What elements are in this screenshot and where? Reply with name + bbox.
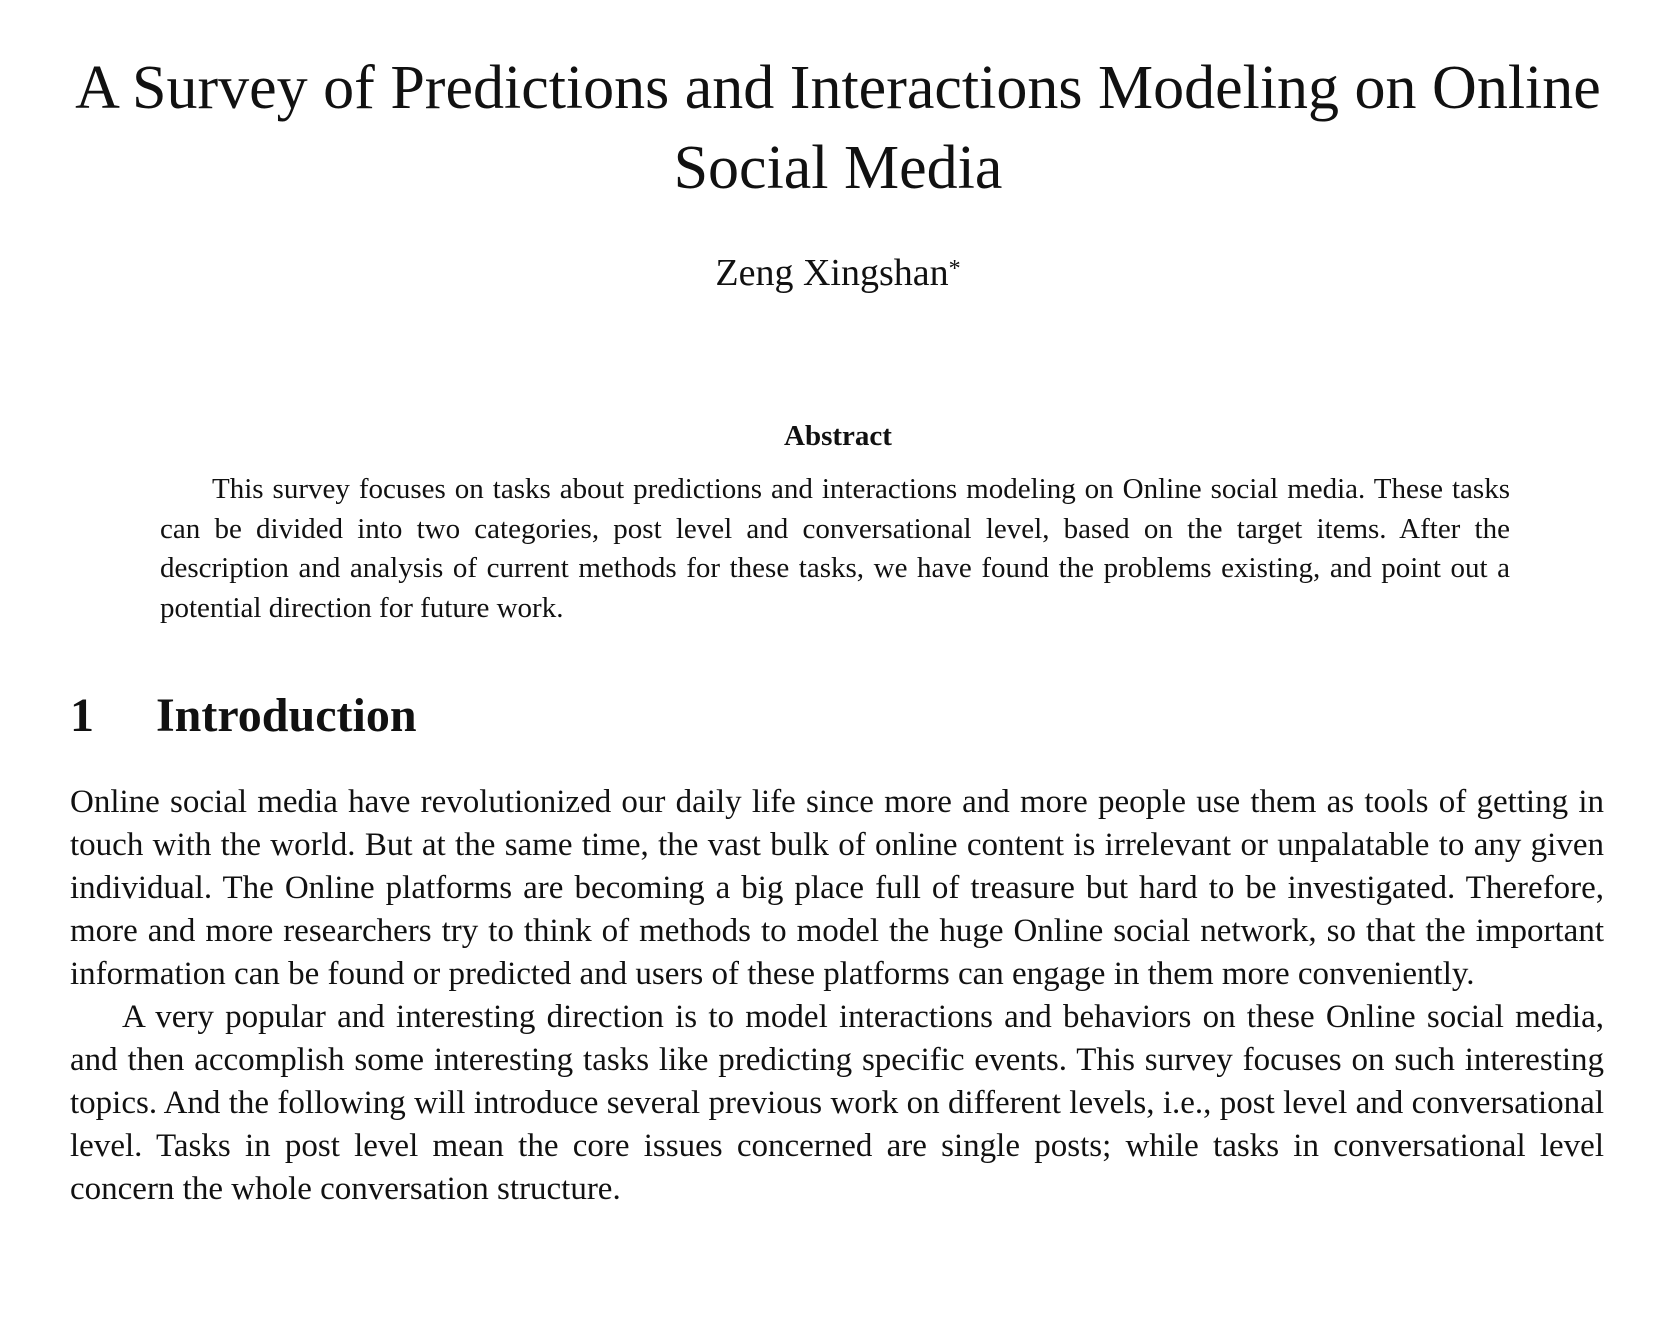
- abstract-heading: Abstract: [784, 420, 892, 452]
- paper-title: A Survey of Predictions and Interactions…: [75, 54, 1601, 202]
- introduction-paragraph-2: A very popular and interesting direction…: [70, 999, 1604, 1207]
- introduction-paragraph-1: Online social media have revolutionized …: [70, 784, 1604, 992]
- section-title: Introduction: [156, 689, 417, 742]
- abstract-text: This survey focuses on tasks about predi…: [160, 473, 1510, 624]
- section-number: 1: [70, 689, 94, 742]
- author-name: Zeng Xingshan: [715, 252, 949, 294]
- section-heading-introduction: 1 Introduction: [70, 686, 417, 746]
- author-footnote-mark: *: [948, 256, 961, 282]
- author-line: Zeng Xingshan*: [70, 250, 1606, 296]
- introduction-body: Online social media have revolutionized …: [70, 781, 1604, 1211]
